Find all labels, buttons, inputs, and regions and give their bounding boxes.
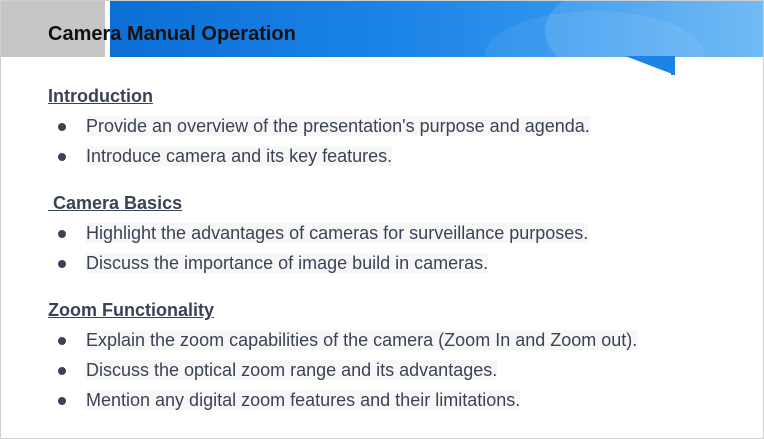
bullet-item: Explain the zoom capabilities of the cam… — [48, 325, 748, 355]
section-heading: Camera Basics — [48, 193, 183, 213]
banner-wave-decoration — [545, 1, 763, 57]
bullet-text: Provide an overview of the presentation'… — [86, 116, 590, 136]
bullet-list: Highlight the advantages of cameras for … — [48, 218, 748, 278]
bullet-dot-icon — [58, 153, 66, 161]
bullet-text: Discuss the optical zoom range and its a… — [86, 360, 498, 380]
section-introduction: Introduction Provide an overview of the … — [48, 84, 748, 171]
banner-tab-decoration — [625, 56, 675, 75]
bullet-list: Provide an overview of the presentation'… — [48, 111, 748, 171]
bullet-item: Highlight the advantages of cameras for … — [48, 218, 748, 248]
bullet-dot-icon — [58, 260, 66, 268]
bullet-text: Mention any digital zoom features and th… — [86, 390, 521, 410]
bullet-text: Explain the zoom capabilities of the cam… — [86, 330, 638, 350]
header-blue-banner — [110, 1, 763, 57]
bullet-list: Explain the zoom capabilities of the cam… — [48, 325, 748, 415]
bullet-dot-icon — [58, 337, 66, 345]
bullet-item: Discuss the optical zoom range and its a… — [48, 355, 748, 385]
bullet-item: Discuss the importance of image build in… — [48, 248, 748, 278]
section-camera-basics: Camera Basics Highlight the advantages o… — [48, 191, 748, 278]
section-zoom-functionality: Zoom Functionality Explain the zoom capa… — [48, 298, 748, 415]
bullet-text: Discuss the importance of image build in… — [86, 253, 489, 273]
header-gray-bar — [1, 1, 105, 57]
bullet-dot-icon — [58, 123, 66, 131]
bullet-text: Introduce camera and its key features. — [86, 146, 393, 166]
bullet-text: Highlight the advantages of cameras for … — [86, 223, 589, 243]
bullet-dot-icon — [58, 397, 66, 405]
bullet-dot-icon — [58, 367, 66, 375]
banner-tab-edge — [671, 56, 675, 75]
bullet-item: Provide an overview of the presentation'… — [48, 111, 748, 141]
bullet-dot-icon — [58, 230, 66, 238]
section-heading: Zoom Functionality — [48, 300, 214, 320]
slide-title: Camera Manual Operation — [48, 23, 296, 45]
section-heading: Introduction — [48, 86, 153, 106]
slide-content: Introduction Provide an overview of the … — [48, 84, 748, 415]
bullet-item: Mention any digital zoom features and th… — [48, 385, 748, 415]
bullet-item: Introduce camera and its key features. — [48, 141, 748, 171]
